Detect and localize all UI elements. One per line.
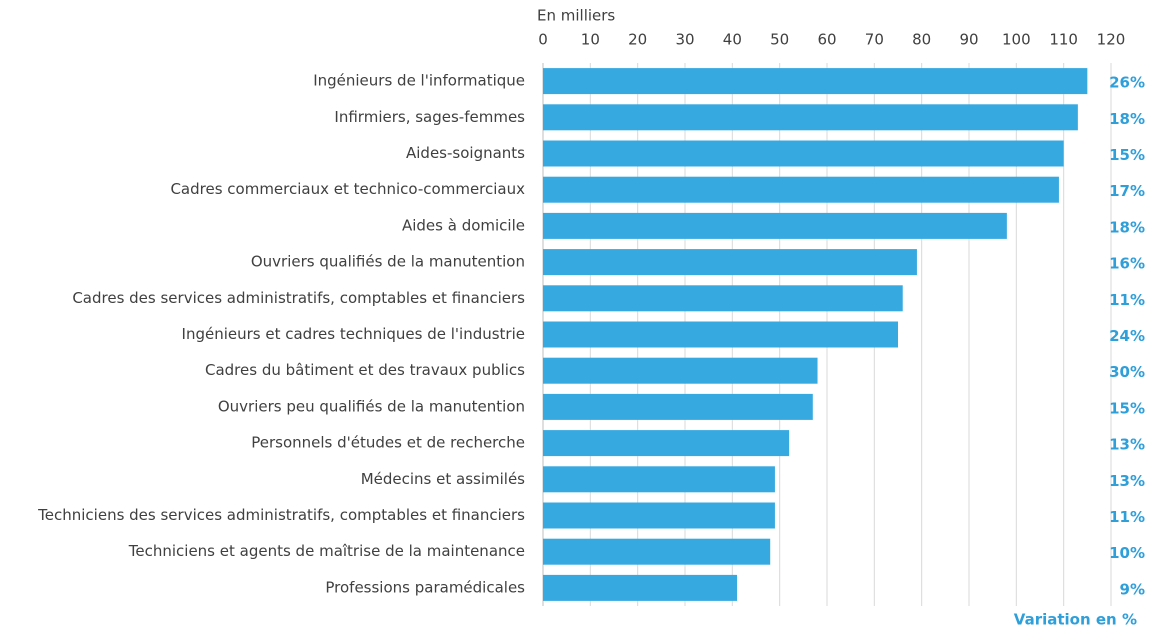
variation-label: 13% <box>1109 472 1145 490</box>
x-tick-label: 50 <box>770 31 789 49</box>
bar <box>543 140 1064 167</box>
x-tick-label: 40 <box>723 31 742 49</box>
y-tick-label: Techniciens des services administratifs,… <box>37 506 525 524</box>
y-tick-label: Ouvriers qualifiés de la manutention <box>251 253 525 271</box>
x-tick-label: 10 <box>581 31 600 49</box>
variation-label: 15% <box>1109 399 1145 417</box>
bar <box>543 538 771 565</box>
variation-label: 26% <box>1109 74 1145 92</box>
variation-label: 18% <box>1109 110 1145 128</box>
y-tick-label: Médecins et assimilés <box>361 470 525 488</box>
y-tick-label: Cadres du bâtiment et des travaux public… <box>205 361 525 379</box>
bar <box>543 176 1059 203</box>
y-tick-label: Ingénieurs et cadres techniques de l'ind… <box>182 325 525 343</box>
bar <box>543 393 813 420</box>
y-tick-label: Professions paramédicales <box>325 578 525 596</box>
variation-label: 17% <box>1109 182 1145 200</box>
y-tick-label: Ingénieurs de l'informatique <box>313 72 525 90</box>
bar <box>543 321 898 348</box>
y-tick-label: Cadres des services administratifs, comp… <box>72 289 525 307</box>
x-tick-label: 100 <box>1002 31 1031 49</box>
x-tick-label: 60 <box>817 31 836 49</box>
x-tick-label: 120 <box>1097 31 1126 49</box>
bar <box>543 574 738 601</box>
bar <box>543 68 1088 95</box>
y-tick-label: Aides-soignants <box>406 144 525 162</box>
bar <box>543 249 917 276</box>
y-tick-label: Ouvriers peu qualifiés de la manutention <box>218 397 525 415</box>
y-tick-label: Aides à domicile <box>402 216 525 234</box>
variation-label: 10% <box>1109 544 1145 562</box>
bar <box>543 502 775 529</box>
variation-label: 18% <box>1109 218 1145 236</box>
variation-label: 16% <box>1109 255 1145 273</box>
bar <box>543 212 1007 239</box>
bar <box>543 430 790 457</box>
x-tick-label: 70 <box>865 31 884 49</box>
x-tick-label: 30 <box>675 31 694 49</box>
x-tick-label: 80 <box>912 31 931 49</box>
x-tick-label: 20 <box>628 31 647 49</box>
axis-label: En milliers <box>537 7 615 25</box>
y-tick-label: Cadres commerciaux et technico-commercia… <box>170 180 525 198</box>
x-tick-label: 90 <box>959 31 978 49</box>
x-tick-label: 0 <box>538 31 548 49</box>
y-tick-label: Techniciens et agents de maîtrise de la … <box>128 542 525 560</box>
variation-label: 30% <box>1109 363 1145 381</box>
variation-label: 11% <box>1109 291 1145 309</box>
bar <box>543 466 775 493</box>
x-tick-label: 110 <box>1049 31 1078 49</box>
bar <box>543 285 903 312</box>
variation-label: 24% <box>1109 327 1145 345</box>
y-tick-label: Infirmiers, sages-femmes <box>334 108 525 126</box>
bar <box>543 357 818 384</box>
variation-label: 11% <box>1109 508 1145 526</box>
variation-header: Variation en % <box>1014 611 1137 629</box>
variation-label: 15% <box>1109 146 1145 164</box>
bar <box>543 104 1078 131</box>
y-tick-label: Personnels d'études et de recherche <box>251 434 525 452</box>
variation-label: 9% <box>1120 580 1145 598</box>
variation-label: 13% <box>1109 436 1145 454</box>
